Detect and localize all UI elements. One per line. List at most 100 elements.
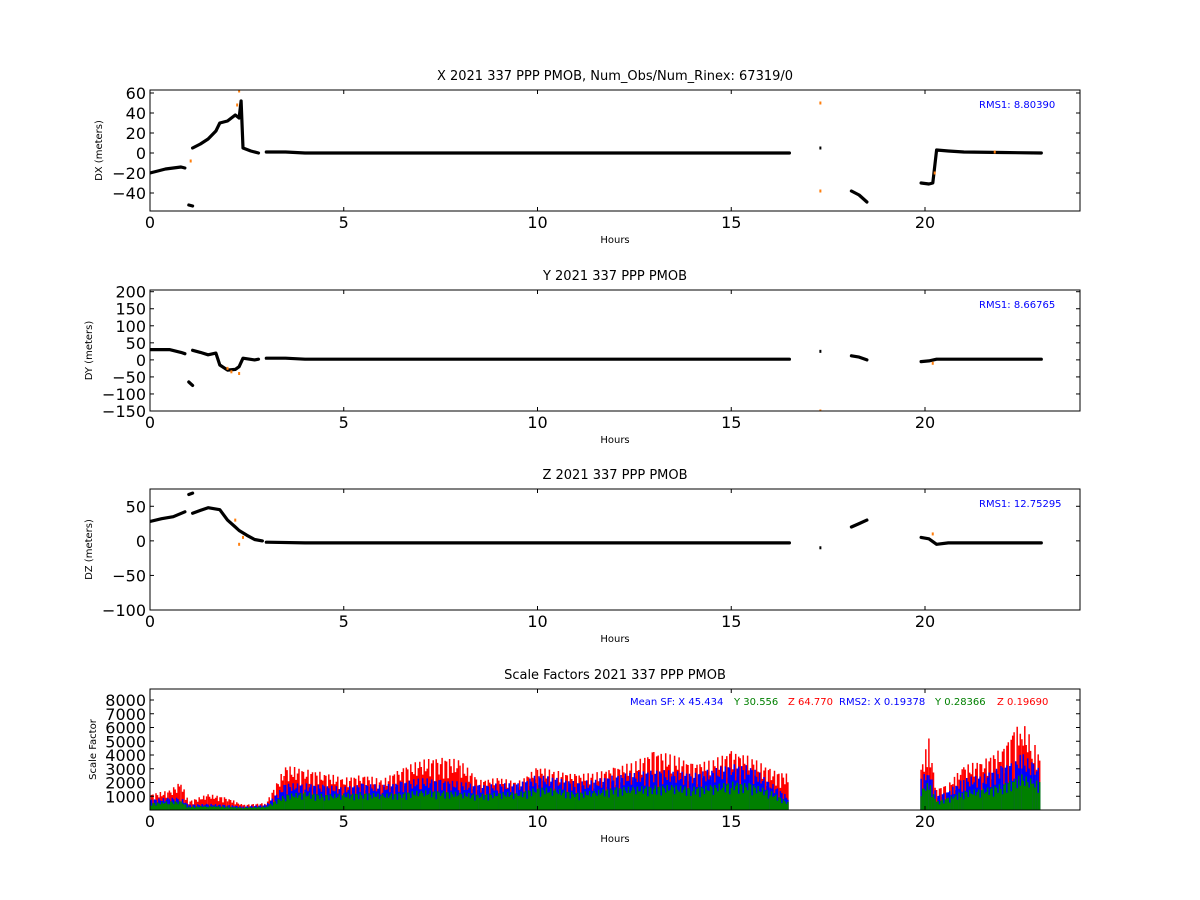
x-tick-label: 5 <box>339 612 349 631</box>
sf-series-Y <box>963 789 983 810</box>
sf-series-Y <box>614 786 634 810</box>
panel-3: Z 2021 337 PPP PMOB Hours DZ (meters) 0 5 10 1… <box>84 468 1081 645</box>
y-tick-label: 2000 <box>105 774 146 793</box>
y-tick-label: −100 <box>102 385 146 404</box>
data-point <box>819 409 822 411</box>
sf-series-Y <box>265 795 285 810</box>
sf-series-Y <box>769 791 789 810</box>
panel-1: X 2021 337 PPP PMOB, Num_Obs/Num_Rinex: … <box>94 69 1081 246</box>
sf-series-Y <box>575 790 595 810</box>
y-tick-label: 0 <box>136 144 146 163</box>
data-trace <box>264 540 791 545</box>
sf-series-Y <box>381 792 402 810</box>
y-tick-label: 0 <box>136 532 146 551</box>
data-point <box>238 372 241 376</box>
mean-sf-z-label: Z 64.770 <box>788 697 833 708</box>
plot-area <box>150 726 1041 810</box>
y-tick-label: 50 <box>126 497 146 516</box>
axes-frame <box>149 488 1081 611</box>
data-trace <box>264 356 791 361</box>
sf-series-Y <box>242 806 266 810</box>
sf-series-Y <box>1001 780 1014 810</box>
data-trace <box>849 354 869 362</box>
data-trace <box>919 148 1043 186</box>
panel-4: Scale Factors 2021 337 PPP PMOB Hours Scal… <box>88 668 1081 845</box>
plot-area <box>150 491 1043 550</box>
data-point <box>931 361 934 365</box>
data-trace <box>264 150 791 155</box>
sf-series-Y <box>498 792 518 810</box>
rms-annotation: RMS1: 8.66765 <box>979 300 1055 311</box>
sf-series-Y <box>517 788 537 810</box>
y-tick-label: 8000 <box>105 691 146 710</box>
x-tick-label: 20 <box>915 213 935 232</box>
y-axis-label: Scale Factor <box>88 718 99 780</box>
rms2-y-label: Y 0.28366 <box>934 697 986 708</box>
x-tick-label: 0 <box>145 213 155 232</box>
sf-series-Y <box>226 806 243 810</box>
x-tick-label: 0 <box>145 812 155 831</box>
y-tick-label: 6000 <box>105 719 146 738</box>
mean-sf-y-label: Y 30.556 <box>733 697 778 708</box>
y-tick-label: 0 <box>136 351 146 370</box>
data-point <box>226 366 229 370</box>
y-tick-label: −100 <box>102 601 146 620</box>
data-trace <box>849 189 869 204</box>
plot-area <box>150 90 1043 208</box>
rms2-z-label: Z 0.19690 <box>997 697 1048 708</box>
data-point <box>230 370 233 374</box>
x-tick-label: 10 <box>527 413 547 432</box>
data-trace <box>187 491 195 497</box>
data-trace <box>191 348 261 372</box>
y-tick-label: 3000 <box>105 760 146 779</box>
data-trace <box>150 165 187 175</box>
rms2-x-label: RMS2: X 0.19378 <box>839 697 925 708</box>
x-tick-label: 15 <box>721 413 741 432</box>
x-tick-label: 0 <box>145 612 155 631</box>
sf-series-Y <box>459 792 479 810</box>
y-tick-label: 1000 <box>105 787 146 806</box>
x-axis-label: Hours <box>600 834 629 845</box>
y-tick-label: 20 <box>126 124 146 143</box>
axes-frame <box>149 289 1081 412</box>
sf-series-Y <box>304 792 324 810</box>
data-point <box>819 546 822 550</box>
sf-series-Y <box>362 793 382 810</box>
sf-series-Y <box>730 781 750 810</box>
x-tick-label: 10 <box>527 612 547 631</box>
y-axis-label: DX (meters) <box>94 120 105 181</box>
sf-series-Y <box>947 792 963 810</box>
y-tick-label: 100 <box>115 317 146 336</box>
sf-series-Y <box>439 791 460 810</box>
y-tick-label: 60 <box>126 84 146 103</box>
sf-series-Y <box>478 792 499 810</box>
data-point <box>238 90 241 93</box>
y-axis-label: DZ (meters) <box>84 519 95 580</box>
sf-series-Y <box>920 783 929 810</box>
sf-series-Y <box>672 785 692 810</box>
data-trace <box>849 518 869 529</box>
data-trace <box>150 348 187 356</box>
data-point <box>819 146 822 150</box>
sf-series-Y <box>633 786 654 810</box>
y-tick-label: 5000 <box>105 732 146 751</box>
data-trace <box>919 357 1043 364</box>
sf-series-Y <box>691 785 712 810</box>
y-tick-label: −40 <box>112 184 146 203</box>
sf-series-Y <box>180 801 188 810</box>
y-tick-label: 7000 <box>105 705 146 724</box>
y-tick-label: −50 <box>112 368 146 387</box>
data-point <box>819 189 822 193</box>
rms-annotation: RMS1: 8.80390 <box>979 100 1055 111</box>
y-tick-label: −150 <box>102 402 146 421</box>
x-tick-label: 20 <box>915 612 935 631</box>
data-point <box>234 518 237 522</box>
x-tick-label: 20 <box>915 812 935 831</box>
sf-series-Y <box>594 788 615 810</box>
y-tick-label: 200 <box>115 283 146 302</box>
x-tick-label: 5 <box>339 213 349 232</box>
panel-2: Y 2021 337 PPP PMOB Hours DY (meters) 0 5 10 1… <box>84 269 1081 446</box>
sf-series-Y <box>935 798 948 810</box>
sf-series-Y <box>207 805 227 810</box>
sf-series-Y <box>928 785 936 810</box>
